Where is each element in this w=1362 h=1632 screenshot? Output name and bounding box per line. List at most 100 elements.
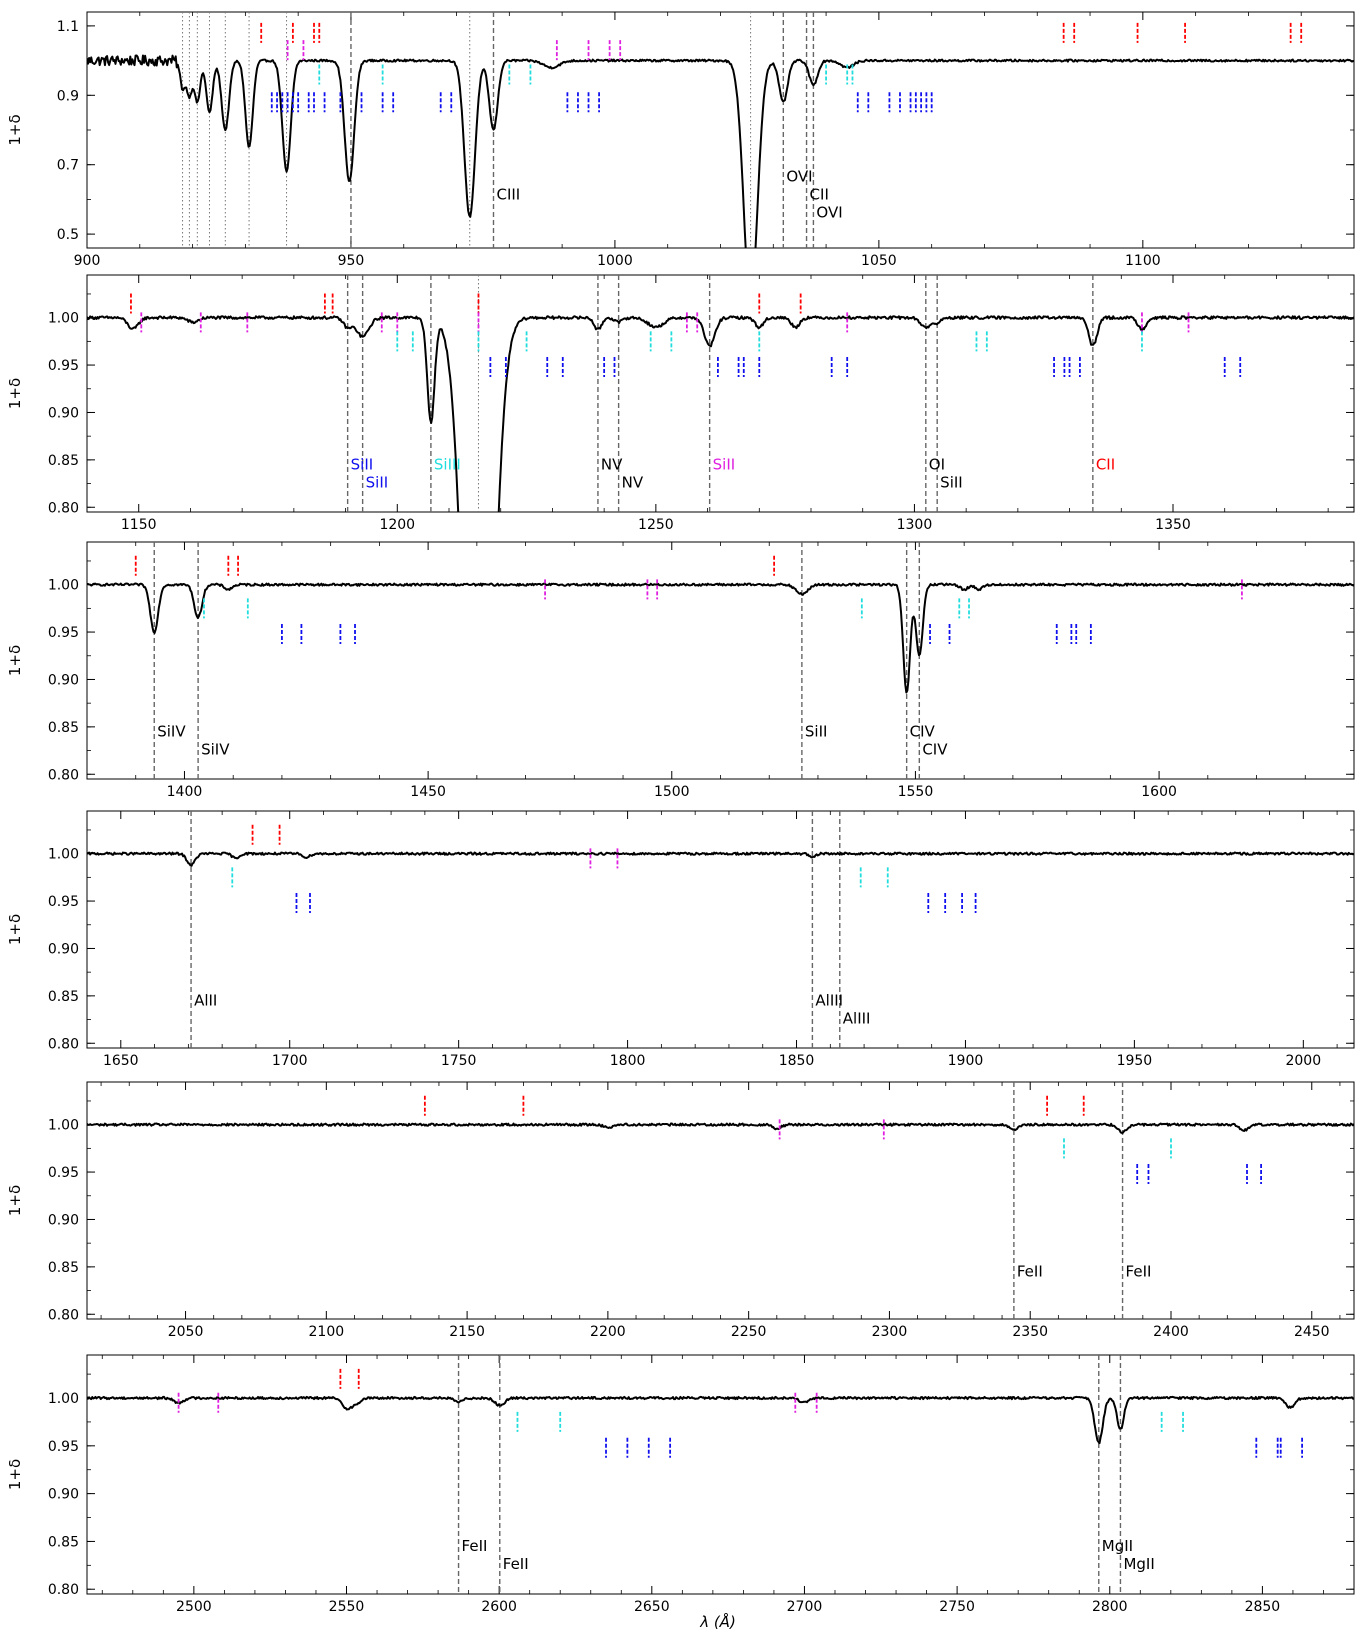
absorber-label: SiII: [366, 473, 389, 491]
y-axis-label: 1+δ: [6, 378, 24, 409]
y-tick-label: 0.80: [48, 767, 79, 783]
x-tick-label: 1200: [379, 517, 415, 533]
y-tick-label: 0.80: [48, 1582, 79, 1598]
absorber-label: AlIII: [843, 1009, 871, 1027]
panel-1: 900 950 1000 1050 1100 0.5 0.7 0.9 1.1 1+δ CIII OVI…: [6, 11, 1355, 269]
absorber-label: NV: [622, 473, 644, 491]
absorber-label: FeII: [1017, 1262, 1043, 1280]
y-tick-label: 0.95: [48, 894, 79, 910]
x-tick-label: 2050: [168, 1324, 204, 1340]
x-tick-label: 2400: [1153, 1324, 1189, 1340]
y-tick-label: 0.85: [48, 720, 79, 736]
x-tick-label: 1400: [167, 784, 203, 800]
y-axis-label: 1+δ: [6, 914, 24, 945]
y-tick-label: 0.85: [48, 989, 79, 1005]
x-axis-label: λ (Å): [699, 1612, 736, 1631]
x-tick-label: 2000: [1285, 1053, 1321, 1069]
panel-2: 1150 1200 1250 1300 1350 0.80 0.85 0.90 0.95 1.00…: [6, 274, 1355, 533]
panel-6: 2500 2550 2600 2650 2700 2750 2800 2850 0.80 0.85…: [6, 1354, 1355, 1615]
plot-area: [87, 275, 1354, 512]
absorber-label: FeII: [1126, 1262, 1152, 1280]
x-tick-label: 1050: [861, 253, 897, 269]
y-tick-label: 1.00: [48, 311, 79, 327]
x-tick-label: 2350: [1012, 1324, 1048, 1340]
y-axis-label: 1+δ: [6, 645, 24, 676]
y-tick-label: 0.90: [48, 941, 79, 957]
x-tick-label: 1850: [779, 1053, 815, 1069]
x-tick-label: 2600: [481, 1599, 517, 1615]
x-tick-label: 2850: [1245, 1599, 1281, 1615]
y-tick-label: 0.90: [48, 672, 79, 688]
spectrum-line: [87, 851, 1354, 867]
absorber-label: CIII: [496, 185, 520, 203]
x-tick-label: 1650: [103, 1053, 139, 1069]
x-tick-label: 2800: [1092, 1599, 1128, 1615]
plot-area: [87, 811, 1354, 1048]
spectrum-line: [87, 1395, 1354, 1445]
plot-frame: [86, 810, 1355, 1049]
x-tick-label: 1900: [948, 1053, 984, 1069]
x-tick-label: 1250: [638, 517, 674, 533]
x-tick-label: 1750: [441, 1053, 477, 1069]
absorber-label: MgII: [1123, 1555, 1154, 1573]
absorber-label: MgII: [1102, 1537, 1133, 1555]
y-tick-label: 0.90: [48, 405, 79, 421]
absorber-label: AlIII: [815, 991, 843, 1009]
y-tick-label: 0.85: [48, 1260, 79, 1276]
x-tick-label: 1450: [410, 784, 446, 800]
absorber-label: FeII: [503, 1555, 529, 1573]
y-tick-label: 0.80: [48, 1036, 79, 1052]
y-axis-label: 1+δ: [6, 1185, 24, 1216]
y-tick-label: 0.95: [48, 1165, 79, 1181]
y-tick-label: 0.85: [48, 453, 79, 469]
absorber-label: SiII: [713, 455, 736, 473]
x-tick-label: 1700: [272, 1053, 308, 1069]
x-tick-label: 1000: [597, 253, 633, 269]
y-tick-label: 0.95: [48, 625, 79, 641]
x-tick-label: 900: [74, 253, 101, 269]
x-tick-label: 2100: [309, 1324, 345, 1340]
x-tick-label: 2300: [872, 1324, 908, 1340]
absorber-label: CII: [810, 185, 829, 203]
x-tick-label: 1100: [1125, 253, 1161, 269]
absorber-label: OVI: [816, 203, 842, 221]
spectrum-line: [87, 1122, 1354, 1134]
y-tick-label: 1.00: [48, 847, 79, 863]
x-tick-label: 2250: [731, 1324, 767, 1340]
absorber-label: CIV: [910, 722, 936, 740]
absorber-label: SiII: [351, 455, 374, 473]
y-tick-label: 0.9: [57, 88, 79, 104]
panel-3: 1400 1450 1500 1550 1600 0.80 0.85 0.90 0.95 1.00…: [6, 541, 1355, 800]
x-tick-label: 1600: [1141, 784, 1177, 800]
y-tick-label: 1.00: [48, 1118, 79, 1134]
y-tick-label: 0.80: [48, 1307, 79, 1323]
y-tick-label: 1.1: [57, 19, 79, 35]
y-axis-label: 1+δ: [6, 1459, 24, 1490]
absorber-label: SiIV: [157, 722, 186, 740]
x-tick-label: 2200: [590, 1324, 626, 1340]
y-tick-label: 1.00: [48, 1391, 79, 1407]
plot-area: [87, 1355, 1354, 1594]
y-tick-label: 0.95: [48, 1439, 79, 1455]
x-tick-label: 2750: [939, 1599, 975, 1615]
y-tick-label: 0.80: [48, 500, 79, 516]
absorber-label: OI: [929, 455, 945, 473]
absorber-label: SiIII: [434, 455, 461, 473]
x-tick-label: 2550: [329, 1599, 365, 1615]
x-tick-label: 2150: [449, 1324, 485, 1340]
x-tick-label: 1300: [897, 517, 933, 533]
x-tick-label: 1800: [610, 1053, 646, 1069]
y-tick-label: 0.85: [48, 1534, 79, 1550]
absorber-label: NV: [601, 455, 623, 473]
spectrum-line: [87, 582, 1354, 694]
panels: 900 950 1000 1050 1100 0.5 0.7 0.9 1.1 1+δ CIII OVI…: [6, 11, 1355, 1615]
y-tick-label: 1.00: [48, 578, 79, 594]
absorber-label: SiII: [940, 473, 963, 491]
y-tick-label: 0.5: [57, 227, 79, 243]
absorber-label: SiII: [805, 722, 828, 740]
x-tick-label: 2450: [1294, 1324, 1330, 1340]
plot-frame: [86, 274, 1355, 513]
y-tick-label: 0.7: [57, 158, 79, 174]
spectrum-line: [87, 315, 1354, 512]
plot-frame: [86, 1354, 1355, 1595]
